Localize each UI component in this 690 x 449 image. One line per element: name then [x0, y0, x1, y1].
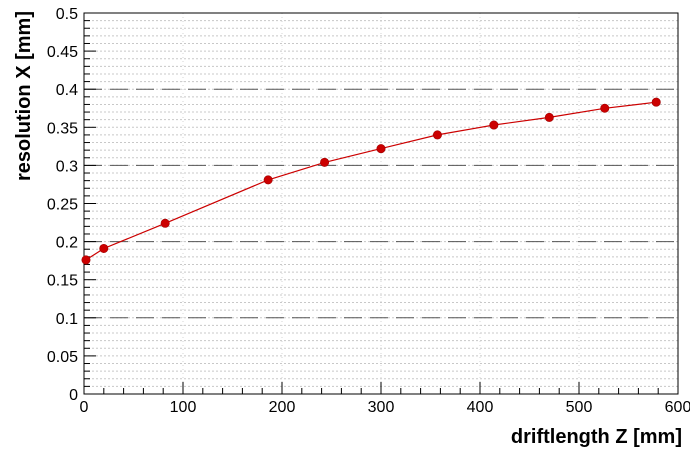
y-tick-label: 0.1 — [56, 311, 78, 328]
data-point — [489, 120, 499, 130]
x-tick-label: 200 — [269, 399, 296, 416]
data-point — [376, 144, 386, 154]
y-tick-label: 0.15 — [47, 273, 78, 290]
x-tick-label: 0 — [80, 399, 89, 416]
x-tick-label: 600 — [665, 399, 690, 416]
y-tick-label: 0.2 — [56, 235, 78, 252]
y-tick-label: 0.05 — [47, 349, 78, 366]
x-tick-label: 300 — [368, 399, 395, 416]
y-tick-label: 0.45 — [47, 44, 78, 61]
y-tick-label: 0.25 — [47, 197, 78, 214]
x-tick-label: 500 — [566, 399, 593, 416]
chart-grid — [84, 13, 678, 394]
data-point — [432, 130, 442, 140]
data-point — [651, 97, 661, 107]
data-point — [600, 103, 610, 113]
y-tick-label: 0.35 — [47, 120, 78, 137]
x-axis-title: driftlength Z [mm] — [511, 426, 682, 448]
x-tick-label: 100 — [170, 399, 197, 416]
y-tick-label: 0.4 — [56, 82, 78, 99]
x-tick-label: 400 — [467, 399, 494, 416]
data-point — [81, 255, 91, 265]
data-point — [263, 175, 273, 185]
y-tick-label: 0.3 — [56, 158, 78, 175]
tick-labels: 0 0.05 0.1 0.15 0.2 0.25 0.3 0.35 0.4 0.45 0.5 0 100… — [47, 6, 690, 416]
data-point — [544, 112, 554, 122]
data-point — [320, 157, 330, 167]
data-point — [160, 218, 170, 228]
y-tick-label: 0 — [69, 387, 78, 404]
data-series — [81, 97, 661, 265]
y-tick-label: 0.5 — [56, 6, 78, 23]
y-axis-title: resolution X [mm] — [13, 11, 35, 181]
series-line — [85, 101, 657, 261]
data-point — [99, 243, 109, 253]
